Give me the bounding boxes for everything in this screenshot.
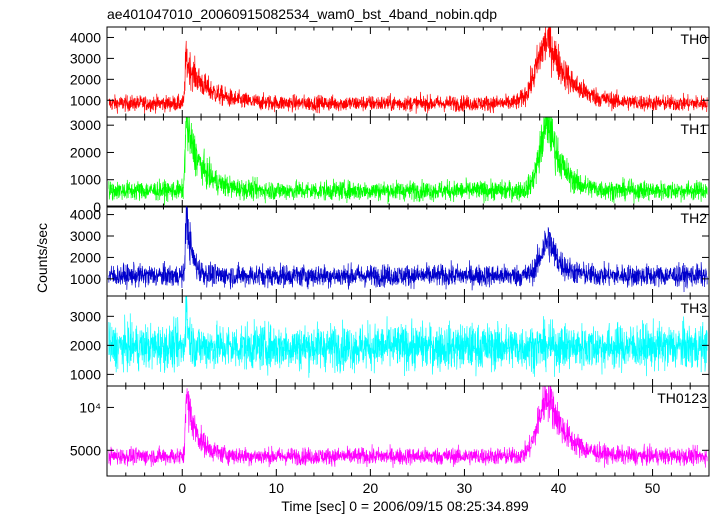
panel-name-label: TH0 [681, 31, 708, 47]
y-tick-label: 0 [93, 199, 101, 215]
x-tick-label: 10 [269, 480, 285, 496]
x-tick-label: 20 [363, 480, 379, 496]
series-line-th2 [108, 206, 708, 293]
panel-th1: 0 1000 2000 3000 TH1 [70, 116, 710, 215]
panel-th0: 1000 2000 3000 4000 TH0 [70, 26, 710, 118]
panel-th3: 1000 2000 3000 TH3 [70, 295, 710, 387]
y-tick-label: 2000 [70, 337, 101, 353]
y-tick-label: 3000 [70, 228, 101, 244]
y-tick-label: 2000 [70, 249, 101, 265]
y-tick-label: 1000 [70, 172, 101, 188]
panel-th2: 1000 2000 3000 4000 TH2 [70, 205, 710, 297]
y-tick-label: 1000 [70, 92, 101, 108]
series-line-th0 [108, 27, 708, 114]
x-tick-label: 50 [645, 480, 661, 496]
y-axis-label: Counts/sec [34, 223, 50, 293]
y-tick-label: 10⁴ [79, 399, 101, 415]
series-line-th0123 [108, 386, 708, 468]
y-tick-label: 2000 [70, 71, 101, 87]
series-line-th3 [108, 296, 708, 378]
panel-th0123: 5000 10⁴ TH0123 [70, 385, 710, 477]
x-tick-label: 40 [551, 480, 567, 496]
y-tick-label: 5000 [70, 442, 101, 458]
x-tick-label: 30 [457, 480, 473, 496]
y-tick-label: 3000 [70, 50, 101, 66]
y-tick-label: 1000 [70, 271, 101, 287]
panel-name-label: TH1 [681, 121, 708, 137]
panel-name-label: TH3 [681, 300, 708, 316]
panel-name-label: TH2 [681, 210, 708, 226]
y-tick-label: 2000 [70, 144, 101, 160]
series-line-th1 [108, 117, 708, 206]
panels-group: 1000 2000 3000 4000 TH0 0 1000 2000 3000 TH1 1000 2… [70, 26, 710, 496]
x-tick-label: 0 [178, 480, 186, 496]
y-tick-label: 4000 [70, 207, 101, 223]
chart-title: ae401047010_20060915082534_wam0_bst_4ban… [107, 6, 497, 22]
y-tick-label: 1000 [70, 366, 101, 382]
x-axis-label: Time [sec] 0 = 2006/09/15 08:25:34.899 [281, 498, 529, 514]
y-tick-label: 3000 [70, 117, 101, 133]
panel-name-label: TH0123 [657, 390, 707, 406]
y-tick-label: 4000 [70, 29, 101, 45]
y-tick-label: 3000 [70, 308, 101, 324]
